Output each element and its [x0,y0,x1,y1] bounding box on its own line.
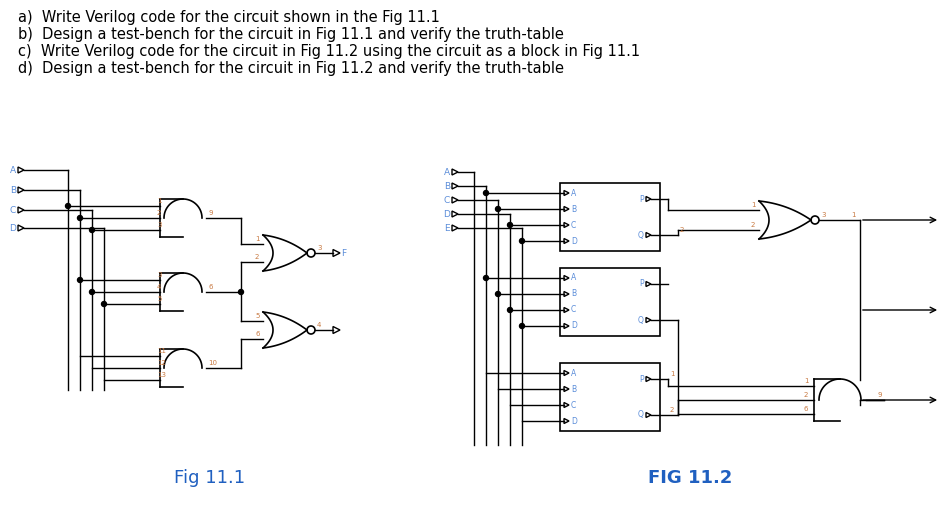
Text: D: D [571,321,577,331]
Text: 2: 2 [751,222,755,228]
Text: C: C [9,205,16,214]
Text: Q: Q [638,231,644,239]
Bar [560,183,660,251]
Text: a)  Write Verilog code for the circuit shown in the Fig 11.1: a) Write Verilog code for the circuit sh… [18,10,440,24]
Text: 1: 1 [255,236,259,242]
Circle shape [508,308,512,312]
Text: c)  Write Verilog code for the circuit in Fig 11.2 using the circuit as a block : c) Write Verilog code for the circuit in… [18,44,641,58]
Text: B: B [571,384,576,393]
Text: C: C [571,221,576,230]
Circle shape [89,228,95,233]
Text: D: D [9,224,16,233]
Text: 1: 1 [804,378,809,384]
Text: C: C [571,401,576,410]
Text: 4: 4 [317,322,322,328]
Text: A: A [571,369,576,378]
Circle shape [78,277,83,282]
Text: 5: 5 [157,296,161,302]
Text: 2: 2 [680,227,684,233]
Circle shape [519,323,525,329]
Text: B: B [444,182,450,191]
Text: P: P [640,375,644,383]
Bar [560,268,660,336]
Text: 6: 6 [255,331,259,337]
Text: 3: 3 [317,245,322,251]
Text: E: E [444,224,450,233]
Circle shape [495,206,500,211]
Text: 2: 2 [804,392,809,398]
Text: Q: Q [638,411,644,419]
Text: P: P [640,195,644,203]
Text: 11: 11 [157,348,166,354]
Text: B: B [571,289,576,299]
Text: 6: 6 [804,406,809,412]
Text: d)  Design a test-bench for the circuit in Fig 11.2 and verify the truth-table: d) Design a test-bench for the circuit i… [18,60,564,76]
Text: C: C [444,196,450,204]
Circle shape [238,289,244,295]
Circle shape [102,302,106,307]
Text: 1: 1 [670,371,675,377]
Text: 2: 2 [670,407,675,413]
Text: b)  Design a test-bench for the circuit in Fig 11.1 and verify the truth-table: b) Design a test-bench for the circuit i… [18,26,564,42]
Text: 1: 1 [157,198,161,204]
Circle shape [519,238,525,243]
Text: D: D [443,209,450,219]
Text: 12: 12 [157,360,166,366]
Text: 2: 2 [255,254,259,260]
Text: 3: 3 [821,212,826,218]
Text: A: A [444,167,450,176]
Text: 9: 9 [878,392,883,398]
Text: A: A [9,165,16,174]
Text: B: B [9,186,16,195]
Text: 4: 4 [157,284,161,290]
Text: F: F [341,248,346,258]
Text: Fig 11.1: Fig 11.1 [175,469,246,487]
Text: 9: 9 [208,210,213,216]
Text: FIG 11.2: FIG 11.2 [648,469,733,487]
Text: Q: Q [638,315,644,324]
Circle shape [78,215,83,221]
Text: 6: 6 [208,284,213,290]
Text: D: D [571,416,577,425]
Text: C: C [571,306,576,314]
Text: B: B [571,204,576,213]
Bar [560,363,660,431]
Circle shape [65,203,70,208]
Circle shape [89,289,95,295]
Text: 3: 3 [157,272,161,278]
Text: 3: 3 [157,222,161,228]
Circle shape [495,292,500,297]
Text: A: A [571,273,576,282]
Text: 1: 1 [751,202,755,208]
Text: P: P [640,279,644,288]
Text: A: A [571,189,576,198]
Text: 10: 10 [208,360,217,366]
Text: 1: 1 [851,212,855,218]
Circle shape [483,191,489,196]
Text: D: D [571,236,577,245]
Text: 2: 2 [157,210,161,216]
Text: 13: 13 [157,372,166,378]
Circle shape [483,275,489,280]
Circle shape [508,223,512,228]
Text: 5: 5 [255,313,259,319]
